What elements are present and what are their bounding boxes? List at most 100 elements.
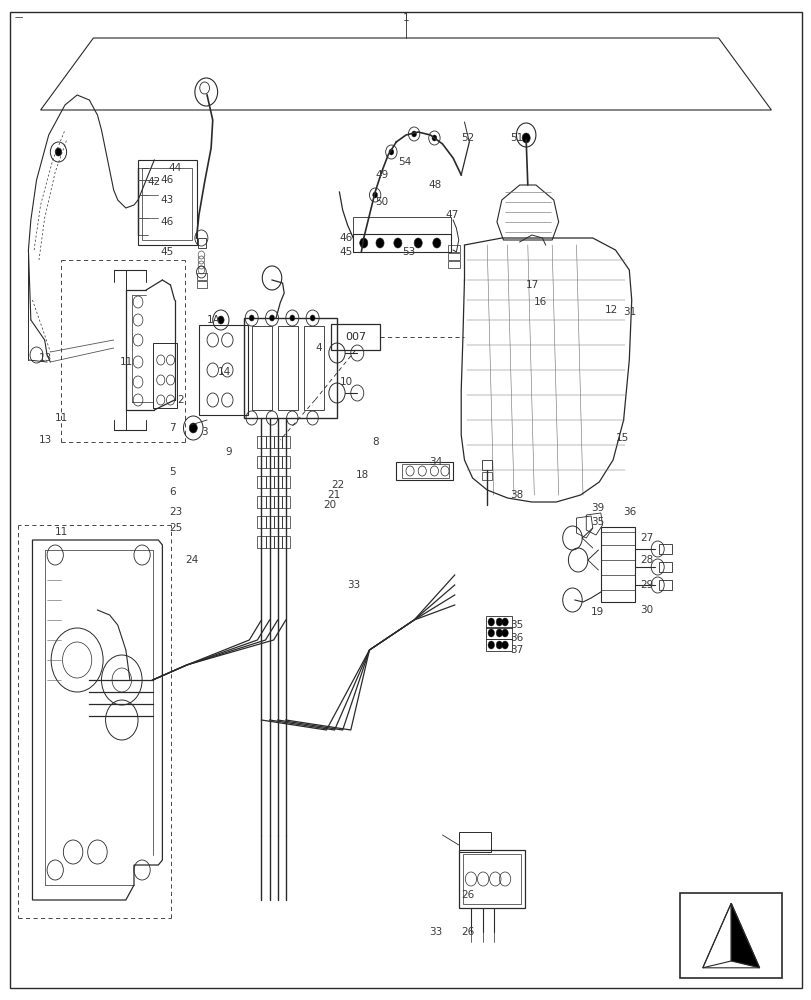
- Bar: [281, 496, 290, 508]
- Text: 53: 53: [401, 247, 414, 257]
- Circle shape: [290, 315, 294, 321]
- Text: 18: 18: [355, 470, 368, 480]
- Circle shape: [411, 131, 416, 137]
- Polygon shape: [731, 903, 759, 968]
- Bar: [680, 893, 781, 978]
- Circle shape: [431, 135, 436, 141]
- Bar: [273, 436, 281, 448]
- Bar: [659, 562, 671, 572]
- Bar: [281, 476, 290, 488]
- Text: 14: 14: [217, 367, 230, 377]
- Circle shape: [496, 629, 502, 637]
- Text: 27: 27: [639, 533, 652, 543]
- Bar: [265, 436, 273, 448]
- Circle shape: [372, 192, 377, 198]
- Text: 28: 28: [639, 555, 652, 565]
- Text: 36: 36: [509, 633, 522, 643]
- Bar: [396, 462, 453, 480]
- Text: 23: 23: [169, 507, 182, 517]
- Bar: [199, 325, 247, 415]
- Text: 45: 45: [339, 247, 352, 257]
- Text: —: —: [15, 13, 23, 22]
- Circle shape: [359, 238, 367, 248]
- Bar: [448, 261, 460, 268]
- Circle shape: [487, 629, 494, 637]
- Bar: [257, 516, 265, 528]
- Circle shape: [200, 82, 209, 94]
- Text: 49: 49: [375, 170, 388, 180]
- Text: 44: 44: [169, 163, 182, 173]
- Circle shape: [388, 149, 393, 155]
- Text: 16: 16: [534, 297, 547, 307]
- Text: 1: 1: [402, 13, 409, 23]
- Text: 48: 48: [428, 180, 441, 190]
- Text: 3: 3: [201, 427, 208, 437]
- Text: 11: 11: [55, 413, 68, 423]
- Bar: [462, 854, 521, 904]
- Bar: [142, 168, 192, 240]
- Text: 21: 21: [327, 490, 340, 500]
- Circle shape: [55, 148, 62, 156]
- Bar: [482, 460, 491, 470]
- Circle shape: [496, 641, 502, 649]
- Circle shape: [496, 618, 502, 626]
- Text: 13: 13: [39, 435, 52, 445]
- Text: 52: 52: [461, 133, 474, 143]
- Text: 26: 26: [461, 890, 474, 900]
- Bar: [485, 639, 511, 651]
- Text: 1A: 1A: [207, 315, 221, 325]
- Bar: [281, 436, 290, 448]
- Bar: [273, 476, 281, 488]
- Text: 42: 42: [148, 177, 161, 187]
- Text: 47: 47: [444, 210, 457, 220]
- Circle shape: [269, 315, 274, 321]
- Bar: [265, 536, 273, 548]
- Text: 11: 11: [120, 357, 133, 367]
- Text: 34: 34: [428, 457, 441, 467]
- Bar: [138, 160, 196, 245]
- Text: 9: 9: [225, 447, 232, 457]
- Text: 11: 11: [55, 527, 68, 537]
- Bar: [401, 464, 448, 478]
- Bar: [485, 627, 511, 639]
- Bar: [198, 238, 206, 248]
- Bar: [281, 456, 290, 468]
- Circle shape: [487, 618, 494, 626]
- Text: 8: 8: [371, 437, 378, 447]
- Bar: [659, 580, 671, 590]
- Text: 45: 45: [161, 247, 174, 257]
- Bar: [482, 472, 491, 480]
- Bar: [659, 544, 671, 554]
- Bar: [197, 281, 207, 288]
- Text: 35: 35: [509, 620, 522, 630]
- Circle shape: [310, 315, 315, 321]
- Bar: [197, 273, 207, 280]
- Text: 39: 39: [590, 503, 603, 513]
- Text: 43: 43: [161, 195, 174, 205]
- Bar: [281, 516, 290, 528]
- Text: 007: 007: [345, 332, 366, 342]
- Circle shape: [189, 423, 197, 433]
- Bar: [265, 516, 273, 528]
- Circle shape: [521, 133, 530, 143]
- Text: 38: 38: [509, 490, 522, 500]
- Text: 36: 36: [623, 507, 636, 517]
- Text: 10: 10: [339, 377, 352, 387]
- Text: 50: 50: [375, 197, 388, 207]
- Text: 46: 46: [339, 233, 352, 243]
- Bar: [257, 496, 265, 508]
- Bar: [257, 536, 265, 548]
- Circle shape: [414, 238, 422, 248]
- Bar: [458, 850, 525, 908]
- Bar: [600, 527, 634, 602]
- Text: 25: 25: [169, 523, 182, 533]
- Text: 33: 33: [428, 927, 441, 937]
- Polygon shape: [702, 903, 731, 968]
- Circle shape: [501, 618, 508, 626]
- Text: 26: 26: [461, 927, 474, 937]
- Text: 17: 17: [526, 280, 539, 290]
- Bar: [353, 234, 450, 252]
- Bar: [273, 456, 281, 468]
- Text: 33: 33: [347, 580, 360, 590]
- Bar: [353, 217, 450, 252]
